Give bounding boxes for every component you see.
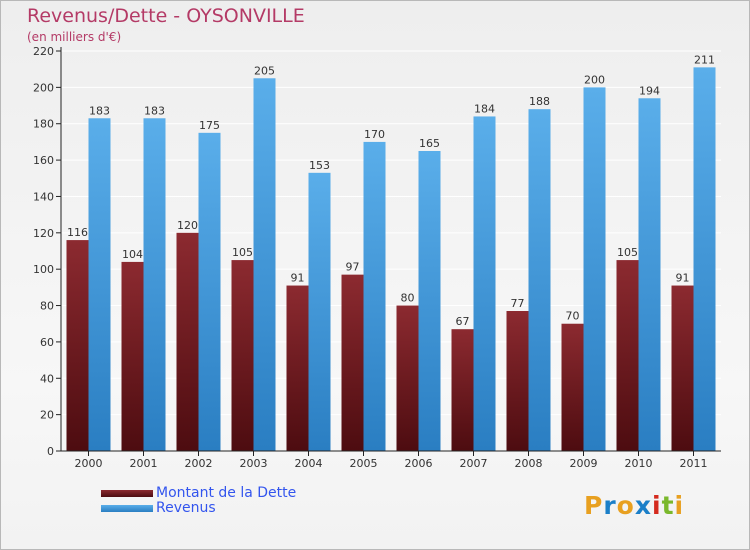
data-label-dette: 77 [511, 297, 525, 310]
data-label-dette: 67 [456, 315, 470, 328]
bar-revenus [198, 132, 221, 451]
data-label-dette: 70 [566, 310, 580, 323]
chart-subtitle: (en milliers d'€) [27, 30, 122, 44]
data-label-dette: 120 [177, 219, 198, 232]
logo-letter: P [584, 491, 604, 520]
data-label-dette: 91 [676, 272, 690, 285]
proxiti-logo: Proxiti [584, 491, 684, 520]
bar-revenus [308, 172, 331, 451]
x-tick-label: 2004 [295, 457, 323, 470]
y-tick-label: 20 [40, 409, 54, 422]
x-tick-label: 2011 [680, 457, 708, 470]
bar-dette [286, 285, 309, 451]
y-tick-label: 60 [40, 336, 54, 349]
bar-dette [451, 329, 474, 451]
logo-letter: x [634, 491, 652, 520]
data-label-revenus: 183 [89, 104, 110, 117]
data-label-revenus: 205 [254, 64, 275, 77]
x-tick-label: 2000 [75, 457, 103, 470]
logo-letter: r [603, 491, 617, 520]
data-label-revenus: 153 [309, 159, 330, 172]
data-label-revenus: 165 [419, 137, 440, 150]
x-tick-label: 2010 [625, 457, 653, 470]
x-tick-label: 2002 [185, 457, 213, 470]
logo-letter: i [652, 491, 662, 520]
data-label-revenus: 211 [694, 53, 715, 66]
bar-dette [396, 305, 419, 451]
bar-dette [561, 323, 584, 451]
bar-dette [671, 285, 694, 451]
data-label-revenus: 175 [199, 119, 220, 132]
y-tick-label: 100 [33, 263, 54, 276]
data-label-revenus: 194 [639, 84, 660, 97]
bar-revenus [88, 118, 111, 451]
y-tick-label: 140 [33, 190, 54, 203]
data-label-dette: 116 [67, 226, 88, 239]
legend-swatch-revenus [101, 505, 153, 512]
logo-letter: o [616, 491, 635, 520]
bar-dette [341, 274, 364, 451]
bar-dette [176, 232, 199, 451]
bar-dette [506, 311, 529, 451]
data-label-dette: 105 [232, 246, 253, 259]
bar-revenus [583, 87, 606, 451]
y-tick-label: 40 [40, 372, 54, 385]
y-tick-label: 160 [33, 154, 54, 167]
bar-revenus [253, 78, 276, 451]
logo-letter: t [661, 491, 675, 520]
y-tick-label: 220 [33, 45, 54, 58]
y-tick-label: 80 [40, 300, 54, 313]
bar-revenus [418, 151, 441, 451]
data-label-dette: 91 [291, 272, 305, 285]
data-label-revenus: 184 [474, 102, 495, 115]
data-label-revenus: 200 [584, 73, 605, 86]
data-label-dette: 97 [346, 261, 360, 274]
x-tick-label: 2001 [130, 457, 158, 470]
legend-label-revenus: Revenus [156, 500, 216, 516]
bar-revenus [473, 116, 496, 452]
data-label-dette: 80 [401, 292, 415, 305]
data-label-dette: 104 [122, 248, 143, 261]
bar-dette [121, 261, 144, 451]
x-tick-label: 2007 [460, 457, 488, 470]
bar-revenus [528, 109, 551, 451]
logo-letter: i [674, 491, 685, 520]
data-label-dette: 105 [617, 246, 638, 259]
bar-dette [231, 260, 254, 451]
data-label-revenus: 183 [144, 104, 165, 117]
y-tick-label: 200 [33, 81, 54, 94]
x-tick-label: 2008 [515, 457, 543, 470]
x-tick-label: 2005 [350, 457, 378, 470]
legend-swatch-dette [101, 490, 153, 497]
data-label-revenus: 188 [529, 95, 550, 108]
data-label-revenus: 170 [364, 128, 385, 141]
bar-revenus [363, 141, 386, 451]
y-tick-label: 0 [47, 445, 54, 458]
bar-dette [66, 240, 89, 451]
x-tick-label: 2006 [405, 457, 433, 470]
chart-title: Revenus/Dette - OYSONVILLE [27, 5, 305, 27]
x-tick-label: 2003 [240, 457, 268, 470]
bar-revenus [143, 118, 166, 451]
bar-revenus [638, 98, 661, 451]
x-tick-label: 2009 [570, 457, 598, 470]
bar-dette [616, 260, 639, 451]
bar-revenus [693, 67, 716, 451]
legend-label-dette: Montant de la Dette [156, 485, 297, 501]
y-tick-label: 180 [33, 118, 54, 131]
y-tick-label: 120 [33, 227, 54, 240]
